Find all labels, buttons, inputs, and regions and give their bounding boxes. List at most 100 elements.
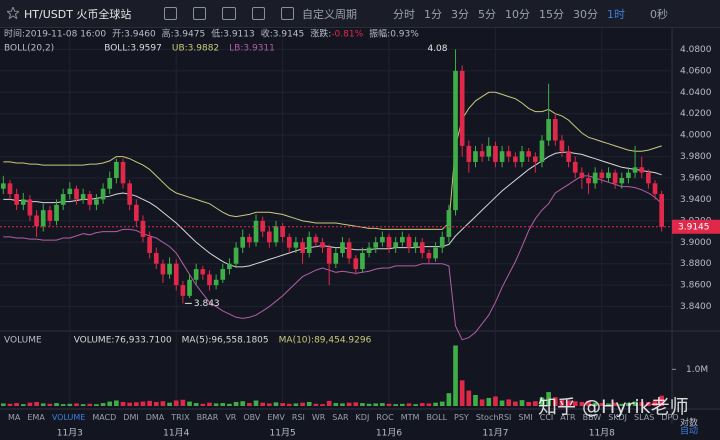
star-icon[interactable] xyxy=(7,7,19,19)
period-button[interactable]: 10分 xyxy=(505,7,530,21)
candle-body xyxy=(27,199,33,216)
volume-bar xyxy=(493,396,498,406)
indicator-bar: MA EMA VOLUME MACD DMI DMA TRIX BRAR VR OBV EMV RSI… xyxy=(0,410,720,424)
volume-bar xyxy=(353,402,359,406)
indicator-tab[interactable]: ROC xyxy=(376,412,394,422)
candle-body xyxy=(153,253,159,264)
indicator-tab[interactable]: MA xyxy=(8,412,21,422)
volume-bar xyxy=(360,403,365,406)
indicator-tab[interactable]: WR xyxy=(311,412,326,422)
candle-body xyxy=(380,236,385,243)
volume-bar xyxy=(386,403,392,406)
candle-body xyxy=(366,247,372,253)
candle-body xyxy=(114,161,119,178)
period-button[interactable]: 1分 xyxy=(424,7,442,21)
volume-bar xyxy=(240,401,246,406)
indicator-tab[interactable]: SKDJ xyxy=(608,412,628,422)
period-menu[interactable]: 自定义周期 xyxy=(302,7,357,21)
info-text: 开:3.9460 xyxy=(112,29,156,40)
indicator-tab[interactable]: MACD xyxy=(92,412,117,422)
tool-icon[interactable] xyxy=(251,7,265,20)
tool-icon[interactable] xyxy=(193,7,207,20)
candle-body xyxy=(539,140,545,162)
volume-bar xyxy=(227,403,232,406)
volume-bar xyxy=(373,403,379,406)
candle-body xyxy=(133,204,139,221)
indicator-tab[interactable]: BOLL xyxy=(426,412,448,422)
indicator-tab[interactable]: SMI xyxy=(518,412,533,422)
candle-body xyxy=(333,253,339,264)
symbol[interactable]: HT/USDT 火币全球站 xyxy=(24,7,132,21)
tool-icons xyxy=(164,7,295,20)
volume-bar xyxy=(532,401,538,406)
y-tick-label: 4.0800 xyxy=(680,45,712,55)
indicator-tab[interactable]: StochRSI xyxy=(475,412,512,422)
candle-body xyxy=(519,151,525,162)
candle-body xyxy=(373,242,379,248)
period-button[interactable]: 30分 xyxy=(573,7,598,21)
candle-body xyxy=(233,247,239,264)
indicator-tab[interactable]: PSY xyxy=(454,412,469,422)
indicator-tab[interactable]: EMV xyxy=(267,412,285,422)
indicator-tab[interactable]: VR xyxy=(225,412,237,422)
indicator-tab[interactable]: BBW xyxy=(582,412,602,422)
indicator-tab[interactable]: BRAR xyxy=(196,412,219,422)
period-button[interactable]: 1时 xyxy=(607,7,625,21)
x-tick-label: 11月8 xyxy=(589,428,615,439)
candle-body xyxy=(100,188,106,200)
y-tick-label: 3.9800 xyxy=(680,152,712,162)
indicator-tab[interactable]: RSI xyxy=(291,412,305,422)
volume-bar xyxy=(127,402,133,406)
candle-body xyxy=(0,183,6,189)
volume-bar xyxy=(479,399,485,406)
low-annotation: 3.843 xyxy=(194,299,220,309)
volume-bar xyxy=(333,403,339,406)
info-text: BOLL:3.9597 xyxy=(104,44,162,54)
indicator-tab[interactable]: CCI xyxy=(539,412,554,422)
volume-bar xyxy=(107,401,113,406)
tool-icon[interactable] xyxy=(280,7,295,20)
volume-bar xyxy=(100,403,106,406)
candle-body xyxy=(80,194,86,200)
period-button[interactable]: 5分 xyxy=(478,7,496,21)
indicator-tab[interactable]: DMA xyxy=(145,412,165,422)
candle-body xyxy=(579,172,585,178)
indicator-tab[interactable]: OBV xyxy=(243,412,261,422)
indicator-tab[interactable]: ATR xyxy=(560,412,576,422)
indicator-tab[interactable]: TRIX xyxy=(171,412,190,422)
indicator-tab[interactable]: VOLUME xyxy=(51,412,86,422)
volume-bar xyxy=(140,401,146,406)
indicator-tab[interactable]: SLAS xyxy=(634,412,655,422)
volume-bar xyxy=(446,393,452,406)
period-button[interactable]: 分时 xyxy=(393,7,415,21)
period-button[interactable]: 3分 xyxy=(451,7,469,21)
indicator-tab[interactable]: DMI xyxy=(123,412,139,422)
indicator-tab[interactable]: SAR xyxy=(332,412,349,422)
info-text: MA(10):89,454.9296 xyxy=(279,336,372,346)
candle-body xyxy=(599,172,605,178)
tool-icon[interactable] xyxy=(222,7,236,20)
volume-bar xyxy=(160,401,166,406)
tool-icon[interactable] xyxy=(164,7,178,20)
indicator-tab[interactable]: MTM xyxy=(400,412,420,422)
indicator-tab[interactable]: KDJ xyxy=(355,412,370,422)
candle-body xyxy=(486,145,492,157)
volume-bar xyxy=(167,402,172,406)
volume-bar xyxy=(326,400,332,406)
candle-body xyxy=(406,236,412,248)
volume-bar xyxy=(293,403,299,406)
period-button[interactable]: 15分 xyxy=(539,7,564,21)
volume-bar xyxy=(253,400,259,406)
candle-body xyxy=(300,242,305,253)
indicator-tab[interactable]: DPO xyxy=(661,412,679,422)
volume-bar xyxy=(486,397,492,406)
volume-tick-label: 1.0M xyxy=(686,365,708,375)
indicator-tab[interactable]: EMA xyxy=(27,412,45,422)
volume-bar xyxy=(220,403,226,406)
candle-body xyxy=(399,236,405,243)
volume-bar xyxy=(433,402,438,406)
y-tick-label: 3.9000 xyxy=(680,238,712,248)
candle-body xyxy=(592,172,598,184)
candle-body xyxy=(493,145,498,162)
